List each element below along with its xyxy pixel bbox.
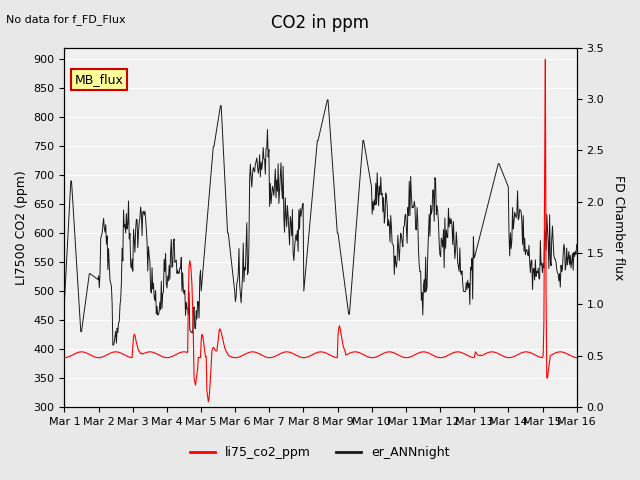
Y-axis label: LI7500 CO2 (ppm): LI7500 CO2 (ppm)	[15, 170, 28, 285]
Text: MB_flux: MB_flux	[75, 73, 124, 86]
Text: No data for f_FD_Flux: No data for f_FD_Flux	[6, 14, 126, 25]
Legend: li75_co2_ppm, er_ANNnight: li75_co2_ppm, er_ANNnight	[186, 441, 454, 464]
Y-axis label: FD Chamber flux: FD Chamber flux	[612, 175, 625, 280]
Text: CO2 in ppm: CO2 in ppm	[271, 14, 369, 33]
